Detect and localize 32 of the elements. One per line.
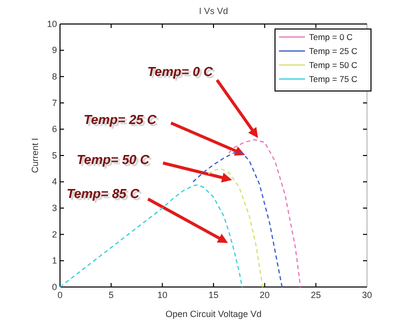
x-tick-label: 25 <box>310 290 321 300</box>
line-series <box>59 184 243 288</box>
line-series <box>192 152 283 288</box>
y-tick-label: 0 <box>52 282 57 292</box>
x-tick-label: 20 <box>260 290 270 300</box>
annotation: Temp= 50 C <box>76 152 150 167</box>
y-tick-label: 3 <box>52 202 57 213</box>
y-tick-label: 10 <box>46 18 57 29</box>
x-tick-label: 30 <box>362 290 372 300</box>
line-series <box>208 168 264 288</box>
x-axis-title: Open Circuit Voltage Vd <box>165 309 262 319</box>
y-tick-label: 8 <box>52 71 57 82</box>
legend-label: Temp = 25 C <box>309 46 358 56</box>
y-tick-label: 9 <box>52 45 57 56</box>
y-tick-label: 5 <box>52 150 57 160</box>
legend-label: Temp = 50 C <box>309 60 358 70</box>
legend-label: Temp = 75 C <box>309 74 358 84</box>
annotation: Temp= 0 C <box>147 64 214 79</box>
annotation: Temp= 85 C <box>66 186 140 201</box>
x-tick-label: 15 <box>208 290 219 300</box>
y-tick-label: 6 <box>52 124 57 134</box>
chart-title: I Vs Vd <box>198 6 228 16</box>
y-tick-label: 4 <box>52 176 57 187</box>
legend-label: Temp = 0 C <box>309 32 353 42</box>
line-series <box>228 139 302 288</box>
x-tick-label: 10 <box>157 290 168 300</box>
y-axis-title: Current I <box>30 138 40 174</box>
y-tick-label: 2 <box>52 229 57 240</box>
annotation: Temp= 25 C <box>84 112 158 127</box>
y-tick-label: 1 <box>52 256 57 266</box>
y-tick-label: 7 <box>52 98 57 108</box>
x-tick-label: 5 <box>108 290 114 300</box>
